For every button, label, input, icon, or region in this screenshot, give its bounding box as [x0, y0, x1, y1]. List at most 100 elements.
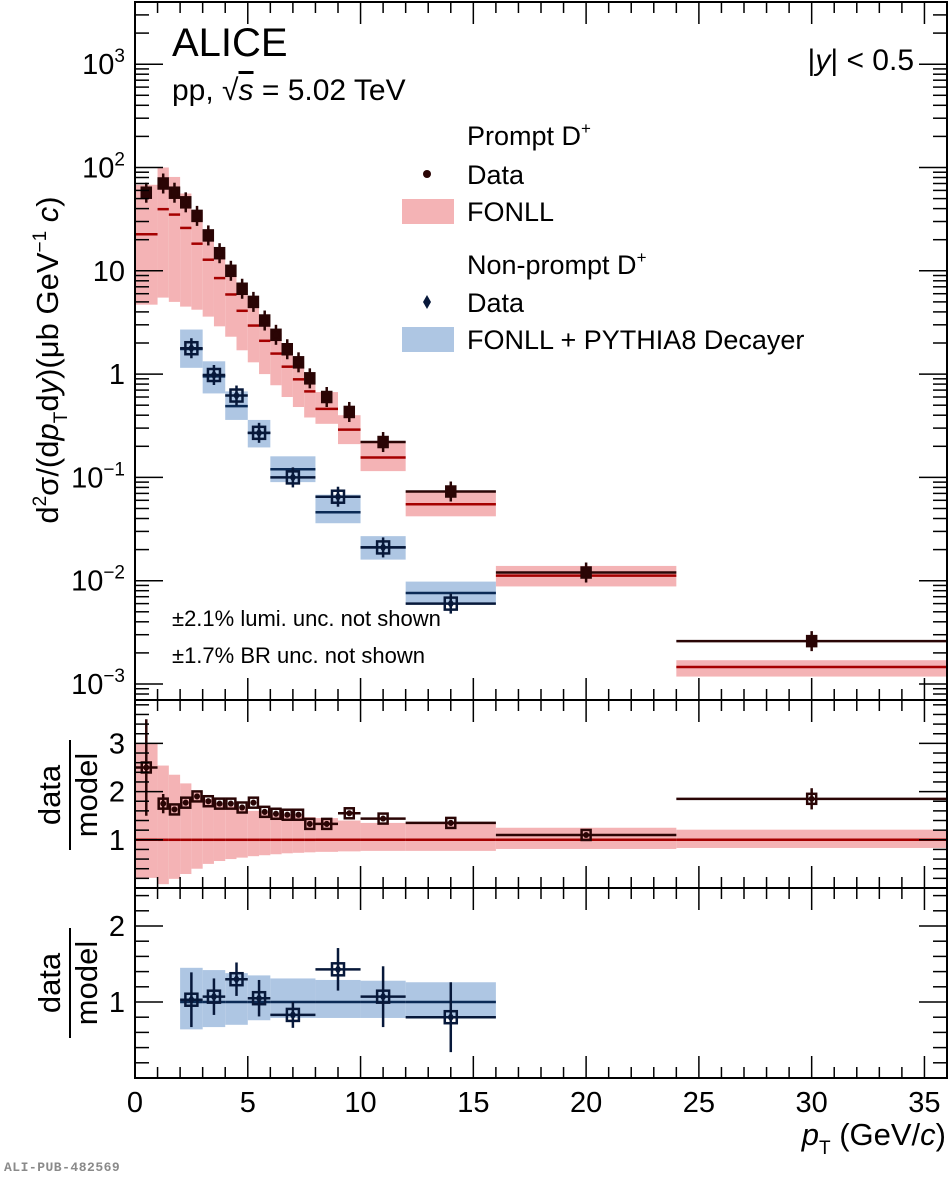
data-syst-box	[343, 807, 356, 820]
x-tick-label: 20	[570, 1087, 602, 1119]
data-point-circle	[239, 285, 246, 292]
legend-prompt-data-marker	[423, 170, 431, 178]
legend-nonprompt-header: Non-prompt D+	[467, 248, 647, 280]
data-point-circle	[306, 375, 313, 382]
rapidity-label: |y| < 0.5	[808, 44, 914, 77]
data-point-circle	[346, 810, 353, 817]
data-point-diamond	[379, 542, 387, 553]
model-band-bin	[292, 361, 305, 408]
data-point-circle	[205, 798, 212, 805]
model-band-bin	[180, 193, 192, 307]
data-point-circle	[171, 806, 178, 813]
data-syst-box	[213, 797, 226, 810]
data-point-circle	[182, 799, 189, 806]
model-band-bin	[495, 827, 677, 849]
data-syst-box	[168, 803, 181, 816]
data-point-circle	[143, 189, 150, 196]
model-band-bin	[168, 774, 181, 879]
data-point-diamond	[255, 427, 263, 438]
data-point-circle	[216, 800, 223, 807]
model-band-bin	[157, 765, 169, 885]
data-point-circle	[205, 232, 212, 239]
br-note: ±1.7% BR unc. not shown	[172, 643, 425, 668]
model-band-bin	[202, 798, 214, 864]
model-band-bin	[168, 176, 181, 302]
data-point-diamond	[187, 994, 195, 1005]
data-point-diamond	[187, 343, 195, 354]
data-point-circle	[808, 795, 815, 802]
model-band-bin	[180, 783, 192, 875]
legend-prompt-header: Prompt D+	[467, 119, 591, 151]
data-point-circle	[284, 811, 291, 818]
y-tick-label: 10	[93, 256, 125, 288]
data-syst-box	[445, 816, 457, 830]
data-syst-box	[304, 817, 316, 831]
experiment-label: ALICE	[172, 21, 288, 65]
data-point-circle	[295, 811, 302, 818]
data-point-circle	[447, 819, 454, 826]
data-point-diamond	[233, 390, 240, 401]
data-point-circle	[182, 199, 189, 206]
data-syst-box	[258, 805, 271, 819]
data-point-circle	[171, 189, 178, 196]
data-syst-box	[285, 1007, 301, 1023]
data-point-circle	[194, 212, 201, 219]
y-tick-label: 3	[109, 728, 125, 760]
data-syst-box	[202, 794, 215, 808]
panel-cross-section: 10−3 10−2 10−1 1 10 102 103	[71, 1, 948, 701]
x-tick-label: 10	[344, 1087, 376, 1119]
data-syst-box	[281, 808, 293, 821]
model-band-bin	[281, 347, 293, 398]
model-band-bin	[292, 815, 305, 853]
ratio-label-denominator: model	[69, 753, 104, 837]
data-syst-box	[236, 801, 248, 814]
y-tick-label: 1	[109, 987, 125, 1019]
data-point-circle	[272, 331, 279, 338]
data-syst-box	[229, 388, 244, 403]
model-band-bin	[304, 817, 316, 853]
model-band-bin	[270, 813, 282, 855]
panel-frame	[134, 699, 948, 889]
data-syst-box	[320, 817, 333, 831]
data-point-circle	[160, 180, 167, 187]
data-point-circle	[216, 250, 223, 257]
model-band-bin	[259, 812, 271, 856]
data-syst-box	[206, 989, 222, 1004]
data-point-circle	[295, 359, 302, 366]
data-point-circle	[272, 810, 279, 817]
model-band-bin	[213, 252, 226, 327]
x-tick-label: 15	[457, 1087, 489, 1119]
publication-id: ALI-PUB-482569	[4, 1160, 121, 1175]
data-syst-box	[443, 1009, 459, 1025]
model-band-bin	[191, 791, 203, 869]
model-band-bin	[676, 660, 947, 677]
data-point-circle	[284, 346, 291, 353]
model-band-bin	[191, 212, 203, 310]
lumi-note: ±2.1% lumi. unc. not shown	[172, 606, 441, 631]
legend: Prompt D+ Data FONLL Non-prompt D+ Data …	[402, 119, 804, 355]
data-syst-box	[375, 540, 391, 555]
legend-nonprompt-data-label: Data	[467, 288, 525, 318]
model-band-bin	[157, 167, 169, 298]
data-syst-box	[191, 790, 203, 803]
data-point-circle	[346, 408, 353, 415]
ratio-label-denominator: model	[69, 941, 104, 1025]
data-point-diamond	[210, 991, 218, 1002]
data-point-circle	[808, 638, 815, 645]
data-point-circle	[323, 394, 330, 401]
data-point-diamond	[210, 370, 218, 381]
data-syst-box	[285, 470, 301, 485]
legend-prompt-model-swatch	[402, 199, 454, 224]
data-point-diamond	[334, 964, 342, 975]
data-syst-box	[805, 792, 818, 806]
data-point-diamond	[289, 1009, 297, 1020]
y-tick-label: 2	[109, 777, 125, 809]
model-band-bin	[304, 374, 316, 418]
data-point-circle	[447, 488, 454, 495]
data-point-circle	[380, 439, 387, 446]
model-band-bin	[247, 810, 260, 857]
model-band-bin	[213, 803, 226, 862]
x-axis-label: pT (GeV/c)	[801, 1117, 946, 1159]
